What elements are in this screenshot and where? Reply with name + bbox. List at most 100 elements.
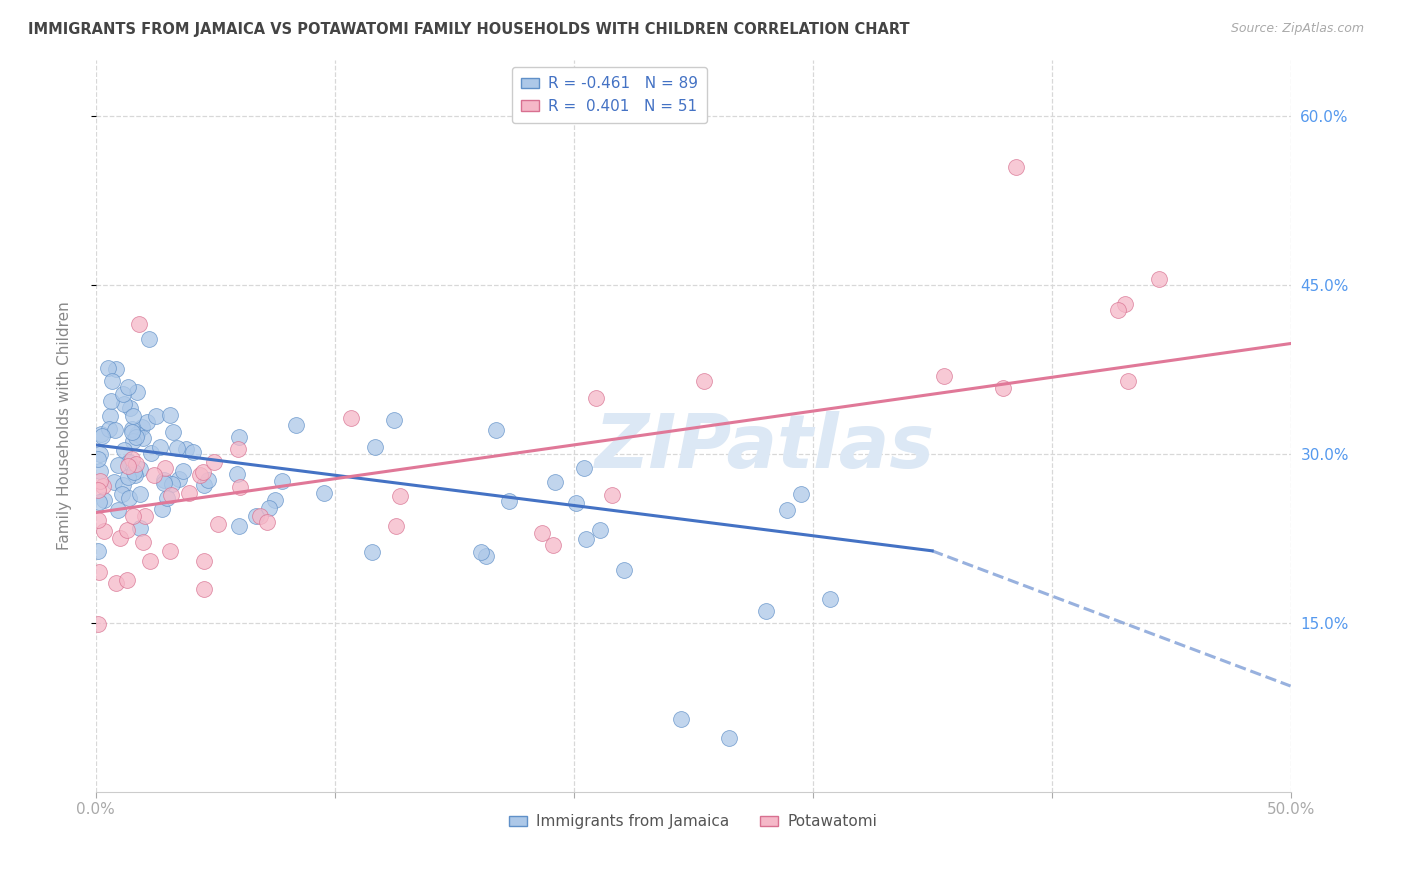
Point	[125, 457, 148, 471]
Point	[100, 393, 122, 408]
Point	[531, 526, 554, 541]
Point	[470, 545, 492, 559]
Point	[1116, 375, 1139, 389]
Point	[105, 361, 128, 376]
Point	[693, 374, 716, 388]
Point	[117, 491, 139, 505]
Point	[671, 712, 693, 726]
Point	[1147, 272, 1170, 286]
Point	[143, 467, 166, 482]
Point	[117, 380, 139, 394]
Point	[138, 332, 160, 346]
Point	[475, 549, 498, 564]
Point	[498, 493, 520, 508]
Point	[124, 468, 146, 483]
Point	[128, 318, 150, 332]
Point	[790, 487, 813, 501]
Point	[103, 475, 125, 490]
Point	[114, 397, 136, 411]
Point	[229, 480, 252, 494]
Point	[87, 565, 110, 579]
Point	[121, 425, 143, 439]
Point	[285, 418, 308, 433]
Point	[111, 486, 134, 500]
Point	[160, 488, 183, 502]
Point	[153, 461, 176, 475]
Point	[97, 361, 120, 376]
Point	[91, 479, 114, 493]
Point	[89, 474, 111, 488]
Point	[122, 465, 145, 479]
Point	[98, 422, 121, 436]
Point	[150, 501, 173, 516]
Point	[174, 442, 197, 456]
Point	[264, 492, 287, 507]
Point	[87, 495, 110, 509]
Point	[249, 509, 271, 524]
Point	[118, 455, 141, 469]
Point	[117, 469, 139, 483]
Point	[1107, 303, 1129, 318]
Text: ZIPatlas: ZIPatlas	[595, 411, 935, 484]
Point	[152, 474, 174, 488]
Point	[121, 452, 143, 467]
Point	[600, 488, 623, 502]
Point	[132, 431, 155, 445]
Point	[191, 465, 214, 479]
Point	[585, 392, 607, 406]
Point	[172, 464, 194, 478]
Point	[129, 487, 152, 501]
Point	[132, 535, 155, 549]
Point	[135, 416, 157, 430]
Point	[122, 434, 145, 449]
Point	[312, 486, 335, 500]
Point	[90, 429, 112, 443]
Point	[485, 423, 508, 437]
Point	[575, 532, 598, 546]
Point	[543, 475, 565, 489]
Point	[129, 521, 152, 535]
Point	[177, 486, 200, 500]
Point	[340, 411, 363, 425]
Point	[226, 467, 249, 481]
Point	[257, 500, 280, 515]
Point	[111, 478, 134, 492]
Point	[93, 492, 115, 507]
Point	[202, 455, 225, 469]
Point	[193, 582, 215, 596]
Point	[565, 496, 588, 510]
Point	[121, 422, 143, 436]
Point	[364, 440, 387, 454]
Point	[93, 524, 115, 538]
Point	[226, 442, 249, 457]
Point	[87, 513, 110, 527]
Point	[228, 519, 250, 533]
Point	[991, 381, 1014, 395]
Point	[755, 604, 778, 618]
Point	[167, 472, 190, 486]
Point	[98, 409, 121, 423]
Point	[256, 515, 278, 529]
Point	[385, 519, 408, 533]
Point	[131, 420, 153, 434]
Point	[127, 385, 149, 400]
Point	[87, 616, 110, 631]
Point	[112, 443, 135, 458]
Point	[139, 445, 162, 459]
Point	[197, 473, 219, 487]
Point	[127, 427, 149, 442]
Point	[188, 467, 211, 482]
Point	[1004, 160, 1026, 174]
Point	[156, 491, 179, 506]
Point	[718, 731, 741, 745]
Point	[541, 538, 564, 552]
Point	[108, 532, 131, 546]
Point	[89, 447, 111, 461]
Point	[115, 574, 138, 588]
Point	[382, 413, 405, 427]
Point	[101, 374, 124, 388]
Point	[129, 462, 152, 476]
Point	[1114, 297, 1136, 311]
Point	[120, 401, 142, 416]
Text: IMMIGRANTS FROM JAMAICA VS POTAWATOMI FAMILY HOUSEHOLDS WITH CHILDREN CORRELATIO: IMMIGRANTS FROM JAMAICA VS POTAWATOMI FA…	[28, 22, 910, 37]
